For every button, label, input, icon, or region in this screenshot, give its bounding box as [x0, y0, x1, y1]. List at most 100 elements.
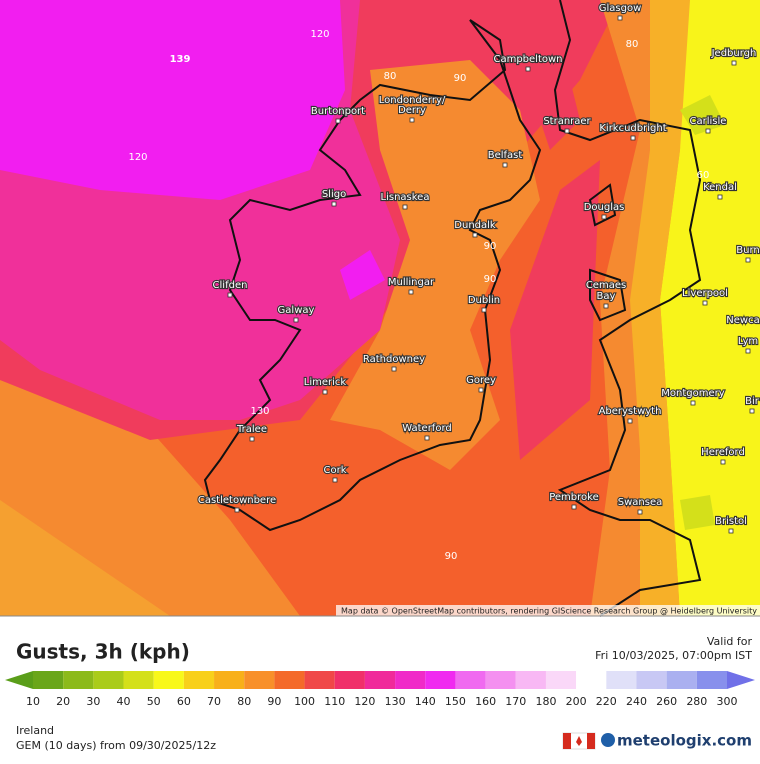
place-dot [424, 435, 430, 441]
colorbar-tick-label: 110 [324, 695, 345, 708]
place-label: Lym [738, 336, 758, 347]
colorbar-segment [304, 671, 335, 689]
place-label: Douglas [584, 202, 625, 213]
contour-label: 90 [484, 274, 497, 285]
place-label: Glasgow [599, 3, 642, 14]
colorbar-tick-label: 200 [566, 695, 587, 708]
place-dot [481, 307, 487, 313]
colorbar-tick-label: 280 [686, 695, 707, 708]
place-label: Tralee [236, 424, 267, 435]
colorbar-tick-label: 40 [117, 695, 131, 708]
colorbar-segment [636, 671, 667, 689]
place-dot [402, 204, 408, 210]
colorbar-tick-label: 160 [475, 695, 496, 708]
contour-label: 90 [445, 551, 458, 562]
model-run: GEM (10 days) from 09/30/2025/12z [16, 739, 216, 752]
place-label: Kirkcudbright [599, 123, 666, 134]
place-label: Cork [323, 465, 346, 476]
place-label: Galway [278, 305, 315, 316]
place-label: Sligo [322, 189, 346, 200]
colorbar-tick-label: 20 [56, 695, 70, 708]
place-dot [717, 194, 723, 200]
place-dot [728, 528, 734, 534]
contour-label: 60 [697, 170, 710, 181]
colorbar-segment [93, 671, 124, 689]
place-label: Liverpool [682, 288, 728, 299]
place-dot [227, 292, 233, 298]
place-dot [408, 289, 414, 295]
colorbar-segment [274, 671, 305, 689]
place-dot [702, 300, 708, 306]
place-label: Montgomery [661, 388, 724, 399]
colorbar-end [5, 671, 33, 689]
place-label: Belfast [488, 150, 523, 161]
place-label: Derry [398, 105, 426, 116]
place-label: Kendal [703, 182, 737, 193]
place-dot [705, 128, 711, 134]
colorbar-segment [153, 671, 184, 689]
colorbar-tick-label: 80 [237, 695, 251, 708]
colorbar-tick-label: 60 [177, 695, 191, 708]
place-label: Lisnaskea [381, 192, 430, 203]
contour-label: 130 [250, 406, 269, 417]
colorbar-tick-label: 140 [415, 695, 436, 708]
place-label: Aberystwyth [599, 406, 662, 417]
colorbar-tick-label: 50 [147, 695, 161, 708]
colorbar-tick-label: 180 [535, 695, 556, 708]
brand[interactable]: meteologix.com [617, 732, 752, 750]
place-label: Pembroke [549, 492, 599, 503]
place-label: Bir [745, 396, 760, 407]
colorbar-tick-label: 170 [505, 695, 526, 708]
contour-label: 90 [454, 73, 467, 84]
place-dot [630, 135, 636, 141]
place-dot [745, 348, 751, 354]
place-label: Clifden [213, 280, 248, 291]
colorbar-tick-label: 240 [626, 695, 647, 708]
colorbar-segment [244, 671, 275, 689]
colorbar-segment [33, 671, 64, 689]
place-dot [603, 303, 609, 309]
colorbar-segment [696, 671, 727, 689]
place-label: Gorey [466, 375, 496, 386]
place-dot [745, 257, 751, 263]
place-dot [564, 128, 570, 134]
contour-label: 139 [170, 54, 191, 65]
colorbar-segment [485, 671, 516, 689]
place-dot [601, 214, 607, 220]
place-label: Swansea [618, 497, 662, 508]
colorbar-segment [425, 671, 456, 689]
place-dot [617, 15, 623, 21]
place-label: Cemaes [586, 280, 626, 291]
place-dot [478, 387, 484, 393]
colorbar-segment [334, 671, 365, 689]
place-label: Dublin [468, 295, 500, 306]
place-dot [502, 162, 508, 168]
colorbar-tick-label: 150 [445, 695, 466, 708]
place-dot [690, 400, 696, 406]
valid-time: Fri 10/03/2025, 07:00pm IST [595, 649, 752, 662]
place-label: Bay [597, 291, 616, 302]
contour-label: 90 [484, 241, 497, 252]
colorbar-tick-label: 220 [596, 695, 617, 708]
place-dot [749, 408, 755, 414]
place-dot [472, 232, 478, 238]
place-label: Castletownbere [198, 495, 276, 506]
colorbar-segment [606, 671, 637, 689]
colorbar-segment [576, 671, 607, 689]
colorbar-tick-label: 300 [717, 695, 738, 708]
colorbar-tick-label: 90 [267, 695, 281, 708]
place-label: Newca [726, 315, 759, 326]
colorbar-tick-label: 120 [354, 695, 375, 708]
attribution: Map data © OpenStreetMap contributors, r… [341, 607, 757, 616]
place-dot [332, 477, 338, 483]
place-label: Dundalk [454, 220, 496, 231]
place-label: Rathdowney [363, 354, 425, 365]
colorbar-end [727, 671, 755, 689]
place-label: Limerick [304, 377, 347, 388]
brand-icon [601, 733, 615, 747]
place-dot [525, 66, 531, 72]
place-label: Bristol [715, 516, 747, 527]
place-label: Burn [736, 245, 759, 256]
